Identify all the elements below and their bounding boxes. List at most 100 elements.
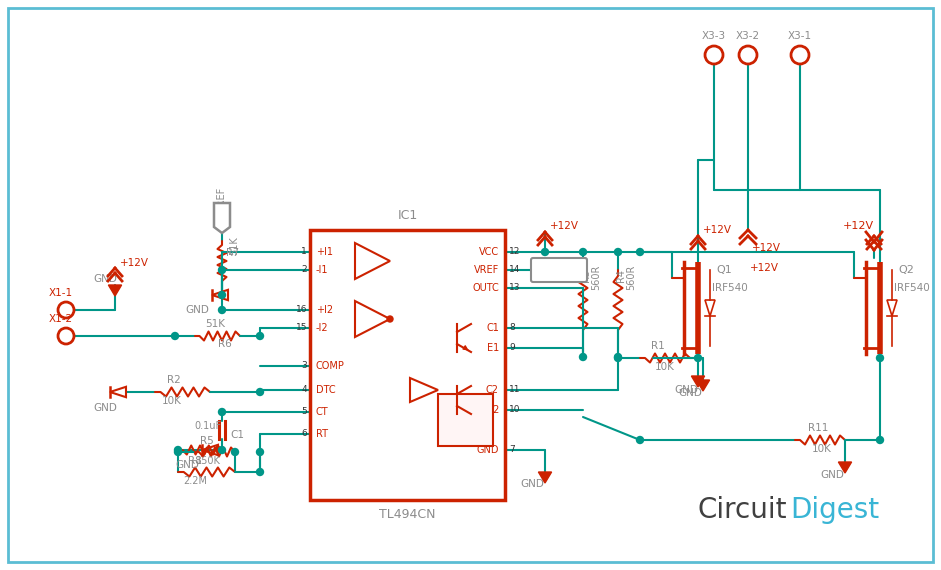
Circle shape (218, 409, 226, 416)
Text: 10K: 10K (812, 444, 832, 454)
Text: +12V: +12V (752, 243, 781, 253)
Text: -I1: -I1 (316, 265, 328, 275)
Polygon shape (696, 380, 710, 391)
Circle shape (387, 316, 393, 322)
Text: 5: 5 (301, 408, 307, 417)
Circle shape (541, 249, 549, 255)
Text: GND: GND (674, 385, 698, 395)
Text: -I2: -I2 (316, 323, 328, 333)
Circle shape (174, 449, 182, 455)
Text: VREF: VREF (473, 265, 499, 275)
Bar (310, 230, 505, 500)
Circle shape (171, 332, 179, 340)
Text: 150K: 150K (196, 456, 221, 466)
Text: IC1: IC1 (397, 209, 418, 222)
Text: Q2: Q2 (898, 265, 914, 275)
Text: Osci.: Osci. (452, 415, 479, 425)
Text: C2: C2 (486, 385, 499, 395)
Text: R5: R5 (200, 436, 214, 446)
Text: TL494CN: TL494CN (379, 508, 436, 521)
Text: R3: R3 (581, 269, 591, 282)
Polygon shape (538, 472, 551, 483)
Circle shape (694, 355, 701, 361)
Text: 3: 3 (301, 361, 307, 370)
Circle shape (218, 446, 226, 454)
Circle shape (257, 332, 263, 340)
Text: IRF540: IRF540 (894, 283, 930, 293)
Text: VREF: VREF (545, 265, 573, 275)
Text: OUTC: OUTC (472, 283, 499, 293)
Text: E1: E1 (486, 343, 499, 353)
Text: 10K: 10K (655, 362, 675, 372)
Circle shape (636, 249, 644, 255)
Text: GND: GND (185, 305, 209, 315)
Circle shape (614, 249, 621, 255)
Circle shape (257, 449, 263, 455)
Circle shape (218, 291, 226, 299)
FancyBboxPatch shape (531, 258, 587, 282)
Text: Q1: Q1 (716, 265, 732, 275)
Text: +12V: +12V (550, 221, 579, 231)
Text: 4: 4 (301, 385, 307, 394)
Text: 10: 10 (509, 405, 520, 414)
Text: 15: 15 (295, 324, 307, 332)
Text: R8: R8 (188, 456, 201, 466)
Circle shape (876, 437, 884, 443)
Text: GND: GND (93, 403, 117, 413)
Text: CT: CT (316, 407, 328, 417)
Text: +12V: +12V (842, 221, 873, 231)
Text: VCC: VCC (479, 247, 499, 257)
Text: C1: C1 (230, 430, 244, 440)
Circle shape (257, 469, 263, 475)
Text: 7: 7 (509, 446, 515, 454)
Text: 2: 2 (301, 266, 307, 275)
Circle shape (876, 355, 884, 361)
Text: DTC: DTC (316, 385, 336, 395)
Circle shape (580, 353, 586, 360)
Text: 11: 11 (509, 385, 520, 394)
Text: 560R: 560R (626, 264, 636, 290)
Text: R2: R2 (167, 375, 181, 385)
Circle shape (174, 446, 182, 454)
Text: +12V: +12V (750, 263, 779, 273)
Text: 16: 16 (295, 306, 307, 315)
Text: 2.2M: 2.2M (183, 476, 207, 486)
Text: 6: 6 (301, 430, 307, 438)
Text: R7: R7 (226, 248, 239, 258)
Text: X3-3: X3-3 (702, 31, 726, 41)
Text: 14: 14 (509, 266, 520, 275)
Circle shape (580, 249, 586, 255)
Text: R4: R4 (616, 269, 626, 282)
Text: 12: 12 (509, 247, 520, 256)
Text: GND: GND (520, 479, 544, 489)
Text: VREF: VREF (217, 186, 227, 211)
Bar (438, 394, 493, 446)
Text: C1: C1 (486, 323, 499, 333)
Circle shape (231, 449, 238, 455)
Text: 560R: 560R (591, 264, 601, 290)
Text: VREF: VREF (217, 207, 227, 229)
Text: X1-1: X1-1 (49, 288, 73, 298)
Circle shape (218, 307, 226, 314)
Text: COMP: COMP (316, 361, 344, 371)
Polygon shape (838, 462, 852, 473)
Circle shape (614, 355, 621, 361)
Text: E2: E2 (486, 405, 499, 415)
Polygon shape (214, 203, 230, 233)
Text: 51K: 51K (205, 319, 225, 329)
Text: 0.1uF: 0.1uF (194, 421, 221, 431)
Text: 51K: 51K (229, 236, 239, 255)
Polygon shape (692, 376, 705, 387)
Text: R6: R6 (218, 339, 231, 349)
Text: Circuit: Circuit (698, 496, 788, 524)
Text: +I1: +I1 (316, 247, 333, 257)
Text: 10K: 10K (162, 396, 182, 406)
Text: GND: GND (476, 445, 499, 455)
Text: IRF540: IRF540 (712, 283, 748, 293)
Text: X3-2: X3-2 (736, 31, 760, 41)
Text: +12V: +12V (703, 225, 732, 235)
Text: R11: R11 (808, 423, 828, 433)
Circle shape (636, 437, 644, 443)
Text: Digest: Digest (790, 496, 879, 524)
Polygon shape (108, 285, 121, 296)
